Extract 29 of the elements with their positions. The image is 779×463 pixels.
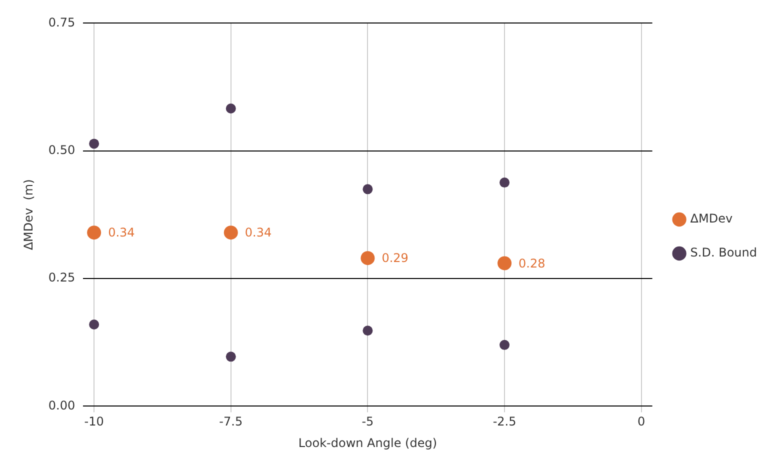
point (360, 251, 375, 266)
data-label: 0.34 (244, 226, 272, 240)
point (89, 319, 100, 330)
y-axis-title: ΔMDev (m) (21, 179, 36, 250)
x-axis-title: Look-down Angle (deg) (298, 436, 437, 450)
legend-label: S.D. Bound (690, 246, 757, 260)
x-tick-label: -2.5 (492, 414, 516, 429)
legend-label: ΔMDev (690, 212, 733, 226)
x-tick-label: -7.5 (219, 414, 243, 429)
point (500, 340, 510, 350)
data-label: 0.34 (108, 226, 135, 240)
point (226, 352, 236, 362)
x-tick-label: -10 (84, 414, 104, 429)
point (498, 256, 512, 270)
y-tick-label: 0.25 (48, 270, 76, 285)
data-label: 0.29 (382, 251, 408, 266)
point (226, 103, 236, 114)
point (224, 226, 238, 240)
x-tick-label: -5 (362, 414, 374, 429)
y-tick-label: 0.50 (48, 142, 76, 157)
point (362, 326, 373, 336)
point (87, 226, 102, 240)
x-tick-label: 0 (638, 414, 646, 429)
y-tick-label: 0.75 (48, 15, 76, 30)
point (362, 184, 373, 194)
point (500, 178, 510, 188)
point (89, 138, 100, 149)
data-label: 0.28 (518, 256, 546, 270)
y-tick-label: 0.00 (48, 398, 76, 412)
